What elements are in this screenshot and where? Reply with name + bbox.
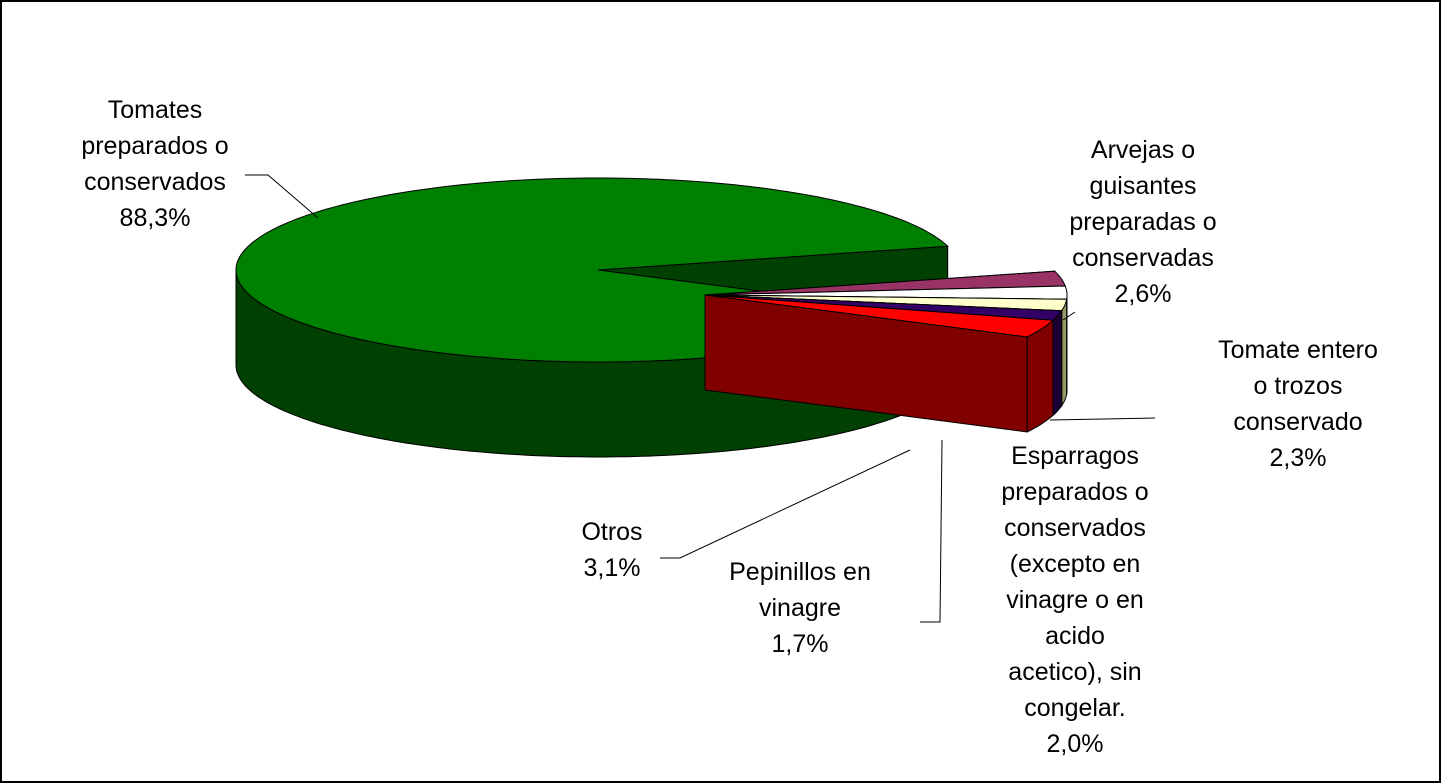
- value-label: 3,1%: [584, 554, 641, 582]
- leader-line: [920, 439, 943, 623]
- pie: [235, 177, 1068, 458]
- category-label: Tomate entero o trozos conservado: [1218, 336, 1378, 436]
- category-label: Pepinillos en vinagre: [729, 558, 871, 622]
- leader-line: [245, 174, 319, 219]
- slice-side: [1026, 319, 1054, 433]
- leader-line: [1062, 311, 1076, 321]
- leader-line: [660, 449, 911, 559]
- category-label: Otros: [581, 518, 642, 546]
- leader-line: [1049, 417, 1156, 421]
- category-label: Arvejas o guisantes preparadas o conservada…: [1069, 136, 1216, 272]
- value-label: 2,3%: [1270, 444, 1327, 472]
- data-label: Pepinillos en vinagre 1,7%: [729, 558, 871, 658]
- data-label: Esparragos preparados o conservados (except…: [1001, 442, 1148, 758]
- data-label: Tomates preparados o conservados 88,3%: [81, 96, 228, 232]
- value-label: 2,0%: [1047, 730, 1104, 758]
- category-label: Tomates preparados o conservados: [81, 96, 228, 196]
- slice: [704, 294, 1055, 338]
- slice-side: [1052, 309, 1063, 417]
- labels: Tomates preparados o conservados 88,3% Arvej…: [81, 96, 1378, 758]
- category-label: Esparragos preparados o conservados (except…: [1001, 442, 1148, 722]
- value-label: 1,7%: [772, 630, 829, 658]
- data-label: Arvejas o guisantes preparadas o conservada…: [1069, 136, 1216, 308]
- slice: [704, 270, 1066, 296]
- value-label: 2,6%: [1115, 280, 1172, 308]
- value-label: 88,3%: [120, 204, 191, 232]
- data-label: Otros 3,1%: [581, 518, 642, 582]
- data-label: Tomate entero o trozos conservado 2,3%: [1218, 336, 1378, 472]
- slice-side: [1061, 299, 1068, 408]
